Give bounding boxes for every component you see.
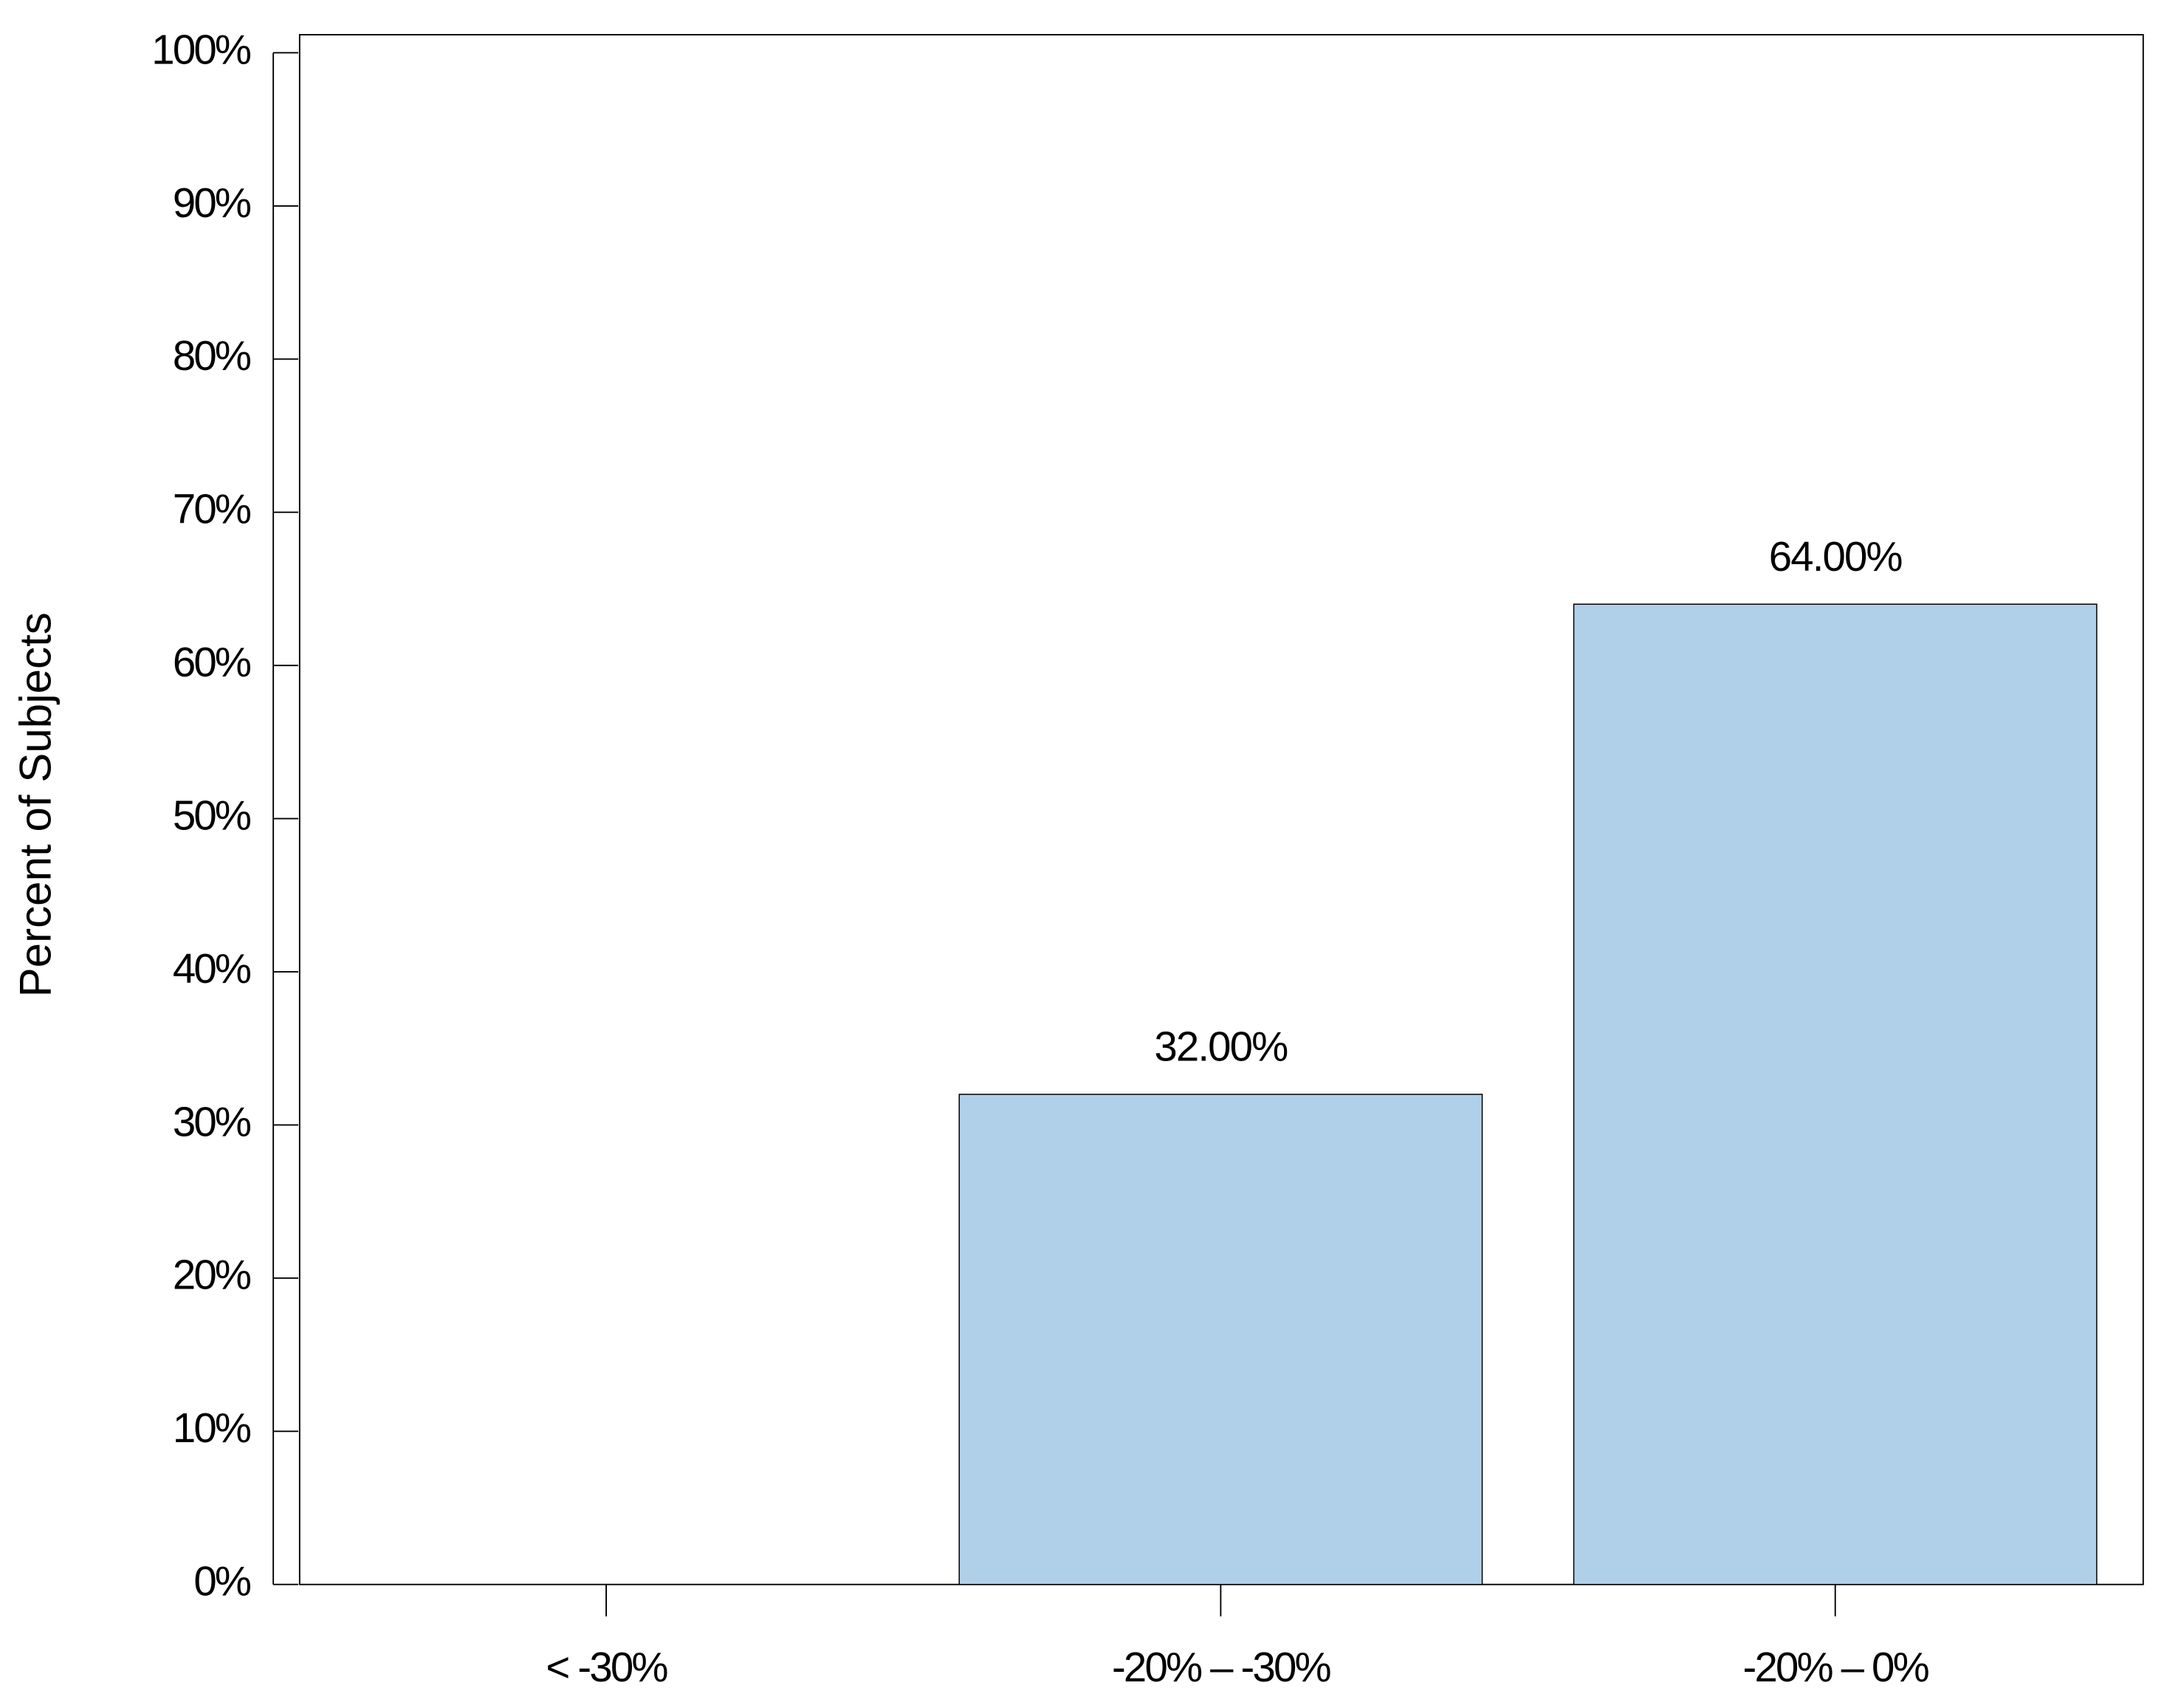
y-tick-label: 0% — [193, 1558, 251, 1605]
y-tick-label: 60% — [173, 639, 251, 685]
data-label: 64.00% — [1769, 533, 1903, 580]
y-tick-label: 40% — [173, 945, 251, 992]
bar — [1573, 603, 2098, 1585]
x-tick-label: < -30% — [546, 1644, 667, 1690]
y-tick-label: 50% — [173, 792, 251, 838]
y-tick-label: 90% — [173, 179, 251, 226]
y-tick-label: 10% — [173, 1405, 251, 1451]
y-tick-label: 30% — [173, 1098, 251, 1145]
y-axis-title: Percent of Subjects — [10, 612, 60, 997]
y-tick-label: 20% — [173, 1252, 251, 1298]
data-label: 32.00% — [1154, 1023, 1288, 1070]
y-tick-label: 70% — [173, 486, 251, 532]
y-tick-label: 80% — [173, 332, 251, 379]
x-tick-label: -20% – 0% — [1743, 1644, 1929, 1690]
x-tick-label: -20% – -30% — [1112, 1644, 1331, 1690]
bar — [958, 1094, 1483, 1585]
y-tick-label: 100% — [151, 26, 251, 72]
